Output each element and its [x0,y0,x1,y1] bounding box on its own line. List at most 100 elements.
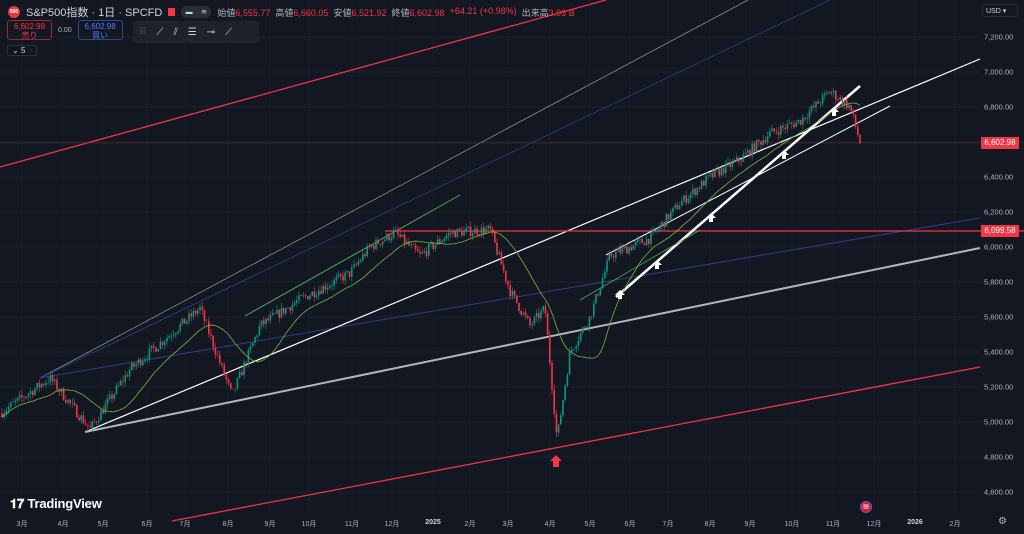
candle [692,188,694,194]
candle [359,260,362,262]
candle [637,239,639,242]
candle [278,309,280,318]
candle [29,391,32,395]
candle [329,285,331,288]
candle [615,251,617,258]
candle [38,382,41,388]
ohlc-item: +64.21 (+0.98%) [450,6,517,19]
candle [786,123,789,129]
time-tick: 5月 [584,521,596,528]
candle [808,111,811,119]
fib-tool-icon[interactable]: ☰ [187,26,197,38]
sell-price: 6,602.98 [13,22,46,31]
visibility-toggle[interactable]: ▬ ≋ [181,6,212,18]
candle [634,241,637,246]
candle [276,309,278,314]
horizontal-ray-tool-icon[interactable]: ⊸ [206,26,216,38]
candle [27,394,30,397]
ray-tool-icon[interactable]: ⟋ [225,26,233,38]
candle [208,321,210,334]
drag-handle-icon[interactable]: ⠿ [139,26,147,38]
candle [599,288,602,296]
time-tick: 8月 [704,521,716,528]
candle [73,402,76,406]
candle [764,140,767,143]
candle [643,242,646,246]
time-tick: 11月 [344,521,360,528]
candle [49,374,52,383]
candle [791,123,793,124]
candle [375,239,377,249]
parallel-channel-tool-icon[interactable]: ⫽ [173,26,178,38]
candle [544,306,547,314]
candle [326,287,329,290]
candle [507,280,509,286]
ohlc-item: 始値6,555.77 [217,6,270,19]
candle [716,169,718,170]
candle [223,364,225,376]
candle [835,90,837,100]
candle [258,325,261,336]
candle [221,362,223,365]
trendlines[interactable] [0,0,1024,522]
candle [694,188,696,195]
candle [850,105,852,111]
candle [502,264,505,271]
candle [227,379,230,384]
candle [586,327,588,328]
candle [681,201,683,206]
candle [133,363,135,367]
ohlc-value: 6,602.98 [409,7,445,18]
candle [12,401,14,403]
candle [197,310,199,314]
candle [280,307,283,318]
candle [509,285,511,297]
price-tick: 5,600.00 [984,312,1014,322]
tradingview-logo[interactable]: 𝟏𝟕 TradingView [10,496,102,511]
candle [401,234,404,237]
candle [203,310,206,321]
time-tick: 9月 [264,521,276,528]
buy-button[interactable]: 6,602.98 買い [77,20,123,40]
candle [577,340,580,346]
candle [725,163,727,174]
candle [144,359,146,362]
candle [100,410,102,421]
candle [623,246,626,248]
ohlc-value: 6,555.77 [235,7,271,18]
time-tick: 6月 [141,521,153,528]
candle [230,383,232,389]
flag-icon[interactable] [168,8,176,16]
candle [810,105,813,112]
settings-icon[interactable]: ⚙ [998,516,1007,527]
candle [368,246,371,247]
candle [395,229,397,232]
wave-icon: ≋ [201,9,208,16]
us-flag-icon[interactable]: ▤ [860,501,872,513]
candle [32,391,34,395]
price-tick: 5,200.00 [984,382,1014,392]
sell-label: 売り [21,31,38,40]
candle [71,402,74,404]
price-tick: 5,400.00 [984,347,1014,357]
candle [683,195,685,202]
candle [54,379,56,382]
candle [456,228,459,238]
candle [430,242,432,245]
candle [575,345,577,349]
sell-button[interactable]: 6,602.98 売り [7,20,52,40]
trendline-tool-icon[interactable]: ⟋ [156,26,164,38]
candle [78,417,80,421]
symbol-title[interactable]: S&P500指数 · 1日 · SPCFD [26,7,163,19]
currency-select[interactable]: USD ▾ [982,4,1018,17]
candle [524,312,527,316]
candle [432,242,434,249]
price-tick: 5,000.00 [984,417,1014,427]
candle [289,307,291,311]
candle [731,161,734,167]
candle [483,227,485,234]
time-tick: 10月 [784,521,800,528]
candle [821,94,824,104]
indicators-toggle[interactable]: ⌄ 5 ◌ [7,45,38,56]
